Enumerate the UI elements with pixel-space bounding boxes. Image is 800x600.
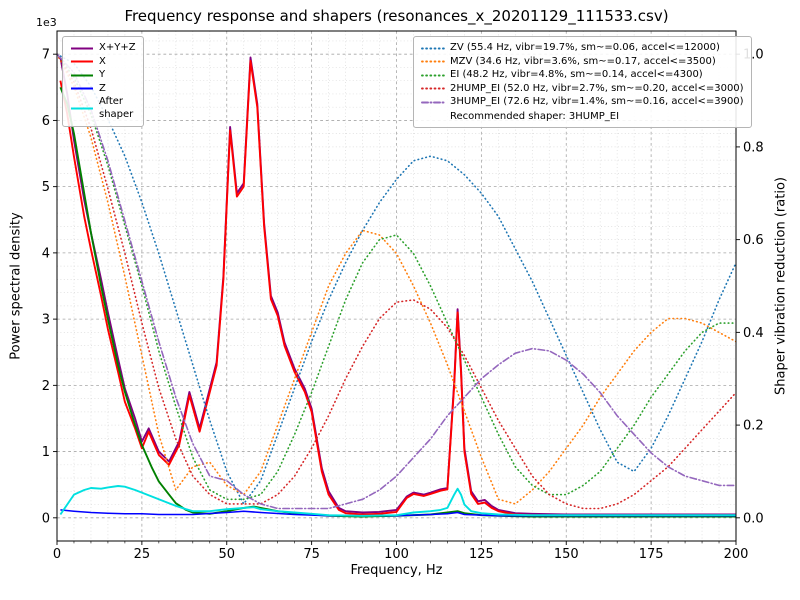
svg-text:0.8: 0.8 bbox=[743, 140, 764, 155]
x-y-z-legend-line-sample bbox=[71, 47, 93, 50]
svg-text:150: 150 bbox=[554, 547, 579, 562]
legend-label-y: Y bbox=[99, 69, 106, 80]
svg-text:100: 100 bbox=[384, 547, 409, 562]
svg-text:0.6: 0.6 bbox=[743, 233, 764, 248]
grid-minor bbox=[57, 31, 736, 541]
svg-text:0.0: 0.0 bbox=[743, 511, 764, 526]
series-after-shaper bbox=[59, 485, 736, 517]
legend-label-after-shaper: After shaper bbox=[99, 96, 134, 120]
svg-text:175: 175 bbox=[639, 547, 664, 562]
svg-text:6: 6 bbox=[42, 114, 50, 129]
legend-label-mzv: MZV (34.6 Hz, vibr=3.6%, sm~=0.17, accel… bbox=[450, 55, 716, 67]
svg-text:50: 50 bbox=[218, 547, 235, 562]
svg-text:4: 4 bbox=[42, 246, 50, 261]
zv-legend-line-sample bbox=[421, 47, 445, 50]
legend-label-z: Z bbox=[99, 82, 106, 94]
x-axis-label: Frequency, Hz bbox=[350, 563, 443, 578]
legend-item-3hump-ei: 3HUMP_EI (72.6 Hz, vibr=1.4%, sm~=0.16, … bbox=[421, 96, 744, 109]
ei-legend-line-sample bbox=[421, 74, 445, 77]
legend-label-2hump-ei: 2HUMP_EI (52.0 Hz, vibr=2.7%, sm~=0.20, … bbox=[450, 82, 744, 94]
axis-ticks bbox=[53, 53, 740, 545]
y-axis-label-right: Shaper vibration reduction (ratio) bbox=[773, 177, 789, 395]
legend-label-ei: EI (48.2 Hz, vibr=4.8%, sm~=0.14, accel<… bbox=[450, 69, 703, 80]
legend-psd: X+Y+Z X Y Z After shaper bbox=[62, 36, 144, 127]
series-zv bbox=[57, 53, 736, 505]
svg-text:7: 7 bbox=[42, 48, 50, 63]
svg-text:3: 3 bbox=[42, 313, 50, 328]
series-3hump-ei bbox=[57, 53, 736, 510]
after-shaper-legend-line-sample bbox=[71, 107, 93, 110]
chart-title: Frequency response and shapers (resonanc… bbox=[124, 7, 669, 25]
series-mzv bbox=[57, 53, 736, 505]
legend-item-2hump-ei: 2HUMP_EI (52.0 Hz, vibr=2.7%, sm~=0.20, … bbox=[421, 83, 744, 96]
y-axis-label-left: Power spectral density bbox=[8, 212, 24, 360]
y-axis-offset-text: 1e3 bbox=[36, 16, 57, 29]
y-legend-line-sample bbox=[71, 74, 93, 77]
legend-label-3hump-ei: 3HUMP_EI (72.6 Hz, vibr=1.4%, sm~=0.16, … bbox=[450, 96, 744, 107]
series-x-y-z bbox=[59, 56, 736, 516]
axis-tick-labels: 0 25 50 75 100 125 150 175 200 0 1 2 3 4 5 6 7 0.0 0.2 0.4 0… bbox=[42, 48, 764, 562]
svg-text:2: 2 bbox=[42, 379, 50, 394]
legend-item-x-y-z: X+Y+Z bbox=[70, 42, 136, 55]
svg-text:5: 5 bbox=[42, 180, 50, 195]
mzv-legend-line-sample bbox=[421, 60, 445, 63]
svg-text:0: 0 bbox=[42, 511, 50, 526]
legend-item-y: Y bbox=[70, 69, 136, 82]
series-x bbox=[59, 59, 736, 517]
legend-item-ei: EI (48.2 Hz, vibr=4.8%, sm~=0.14, accel<… bbox=[421, 69, 744, 82]
svg-text:200: 200 bbox=[724, 547, 749, 562]
svg-text:0: 0 bbox=[53, 547, 61, 562]
3hump-ei-legend-line-sample bbox=[421, 101, 445, 104]
legend-item-after-shaper: After shaper bbox=[70, 96, 136, 121]
svg-text:1: 1 bbox=[42, 445, 50, 460]
svg-text:75: 75 bbox=[303, 547, 320, 562]
2hump-ei-legend-line-sample bbox=[421, 87, 445, 90]
legend-shapers: ZV (55.4 Hz, vibr=19.7%, sm~=0.06, accel… bbox=[413, 36, 752, 128]
legend-item-z: Z bbox=[70, 83, 136, 96]
z-legend-line-sample bbox=[71, 87, 93, 90]
svg-text:0.4: 0.4 bbox=[743, 326, 764, 341]
svg-text:25: 25 bbox=[134, 547, 151, 562]
x-legend-line-sample bbox=[71, 60, 93, 63]
series-ei bbox=[57, 53, 736, 501]
legend-item-zv: ZV (55.4 Hz, vibr=19.7%, sm~=0.06, accel… bbox=[421, 42, 744, 55]
series-lines bbox=[57, 53, 736, 518]
legend-item-mzv: MZV (34.6 Hz, vibr=3.6%, sm~=0.17, accel… bbox=[421, 56, 744, 69]
svg-text:125: 125 bbox=[469, 547, 494, 562]
legend-label-x: X bbox=[99, 55, 106, 67]
legend-label-zv: ZV (55.4 Hz, vibr=19.7%, sm~=0.06, accel… bbox=[450, 42, 720, 53]
legend-label-x-y-z: X+Y+Z bbox=[99, 42, 136, 53]
recommended-shaper-note: Recommended shaper: 3HUMP_EI bbox=[450, 110, 620, 122]
svg-text:0.2: 0.2 bbox=[743, 419, 764, 434]
series-z bbox=[60, 509, 736, 517]
legend-item-x: X bbox=[70, 56, 136, 69]
